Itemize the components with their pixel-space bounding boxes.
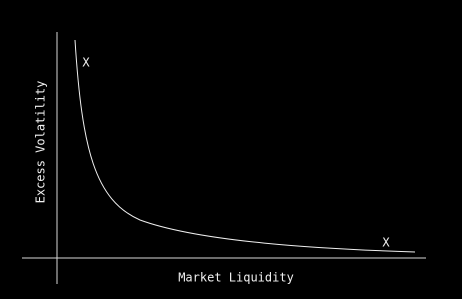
curve (74, 39, 416, 253)
y-axis-label: Excess Volatility (34, 81, 48, 204)
marker: X (82, 56, 90, 70)
marker: X (382, 236, 390, 250)
x-axis-label: Market Liquidity (178, 271, 294, 285)
